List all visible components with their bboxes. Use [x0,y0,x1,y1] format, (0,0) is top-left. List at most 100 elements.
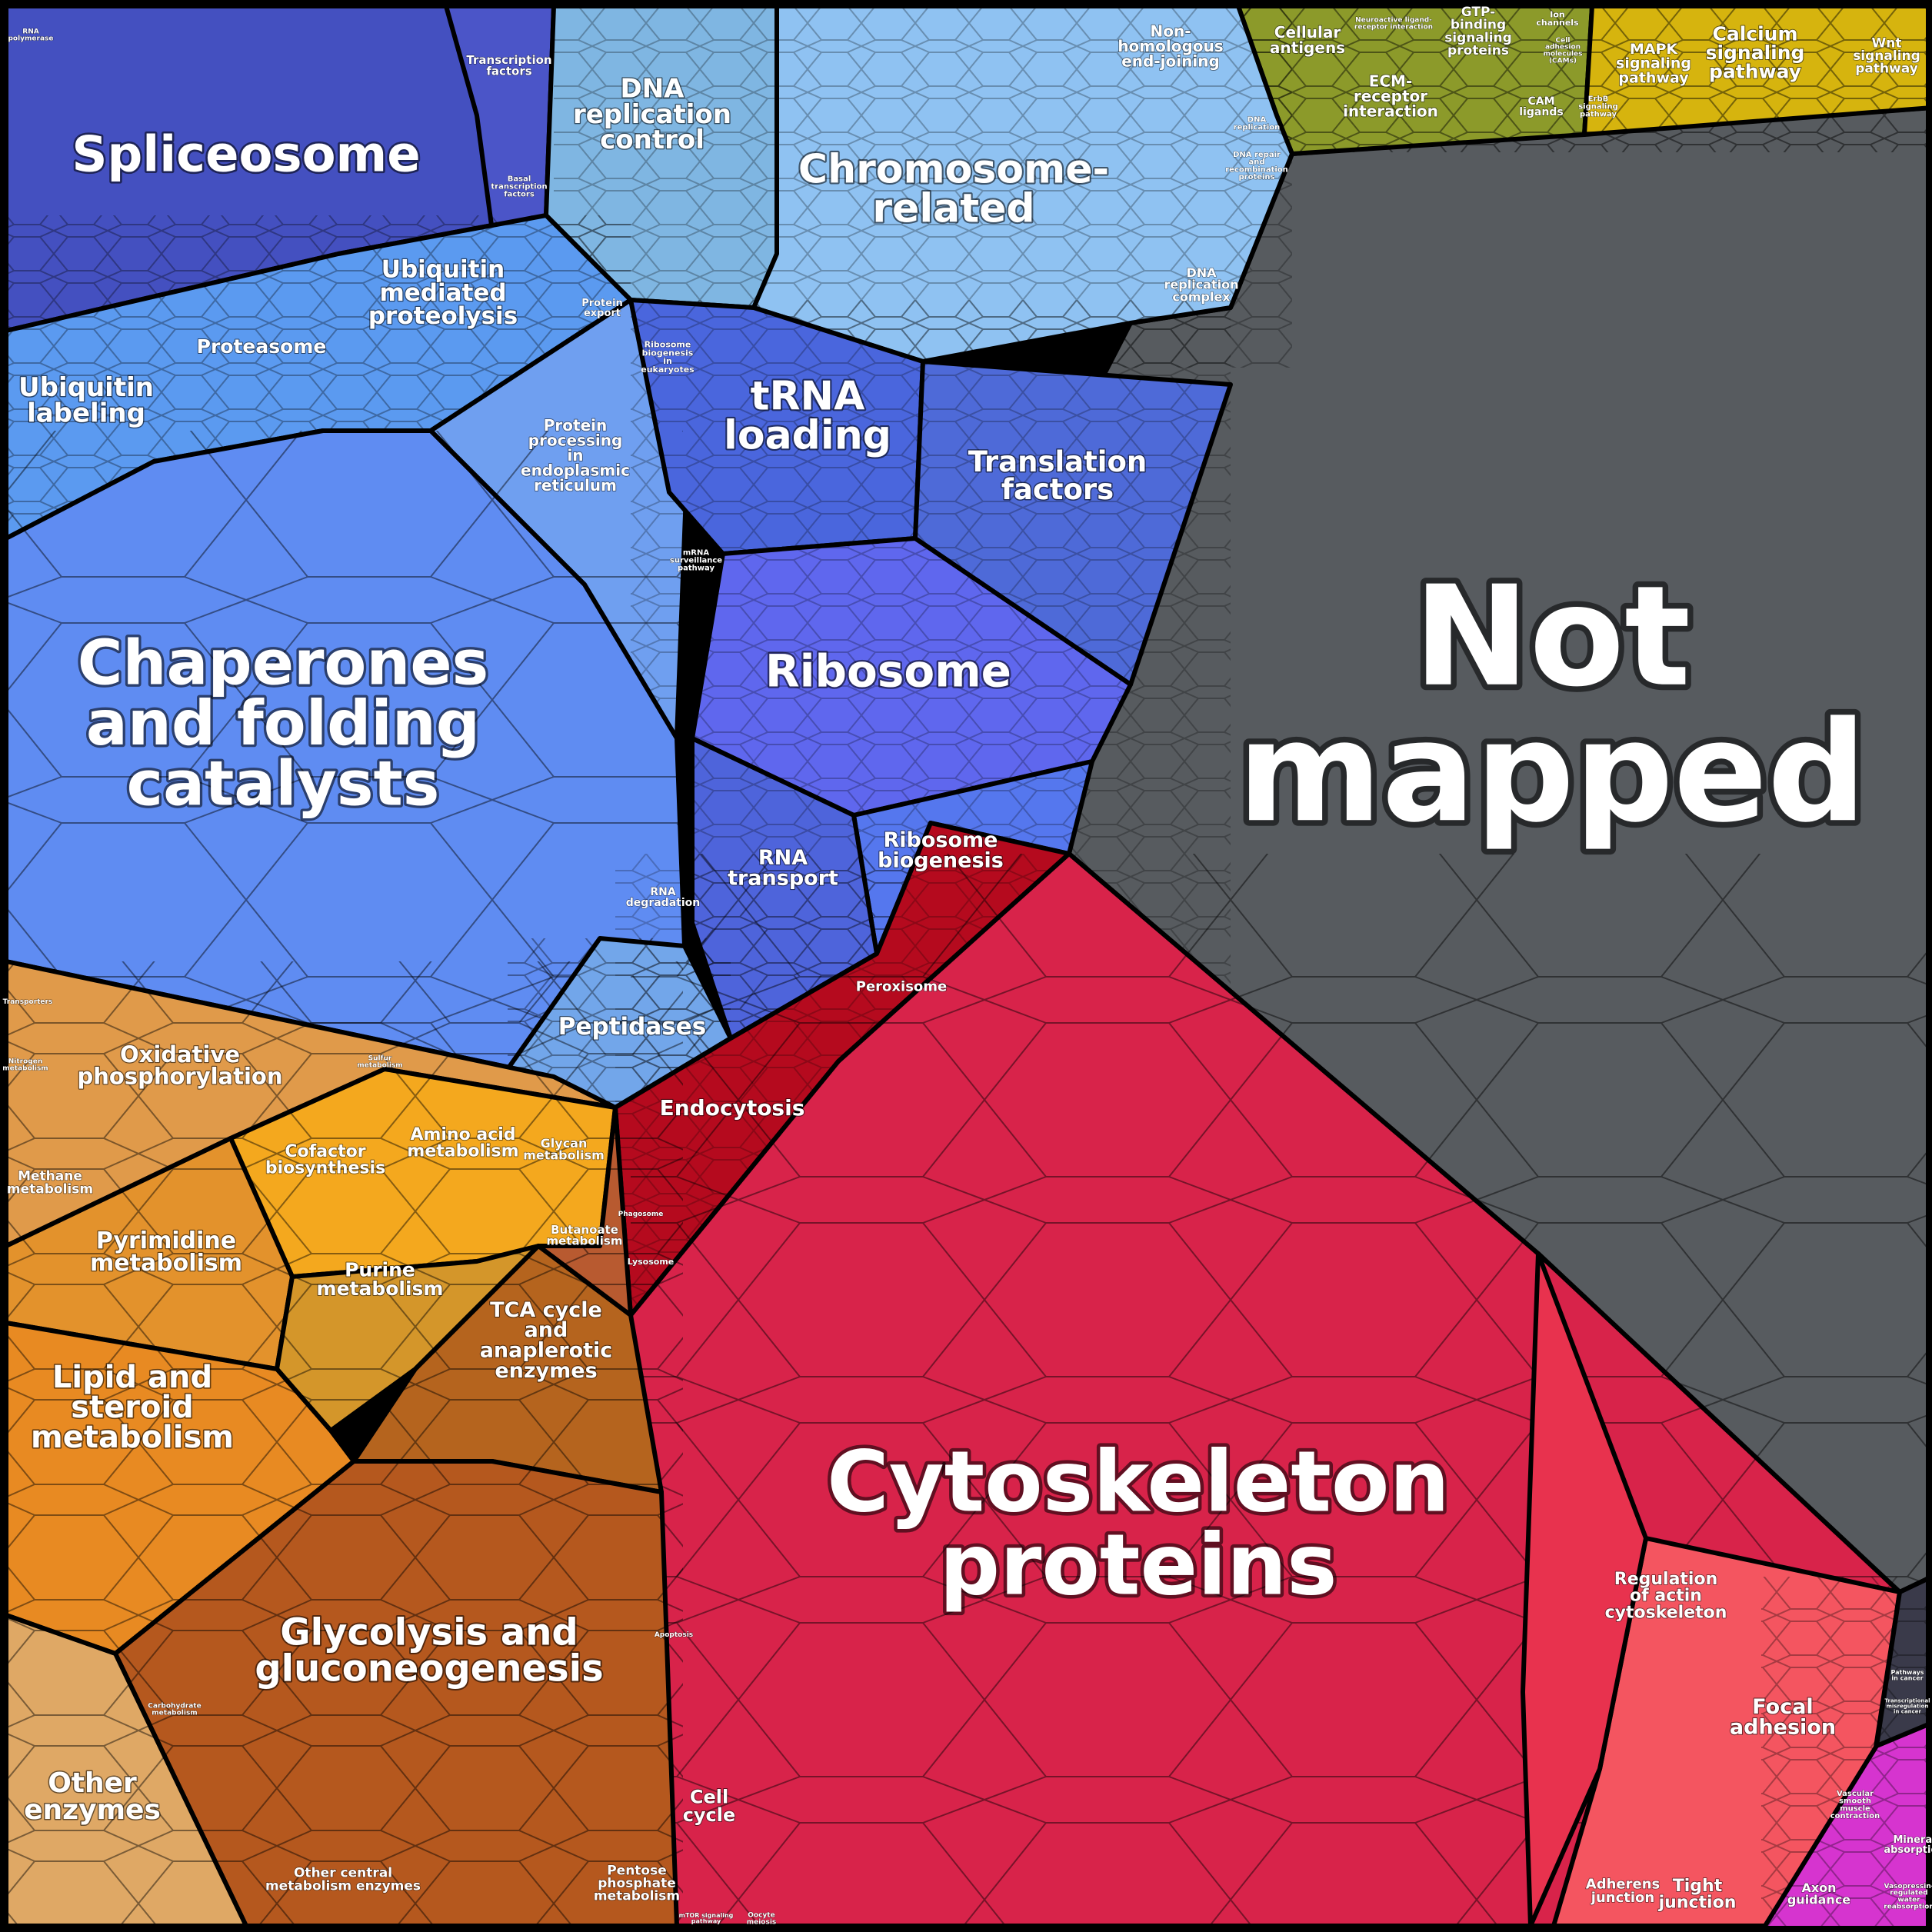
label-transcription-factors: Transcription factors [466,53,551,78]
label-line: in cancer [1891,1675,1923,1682]
label-line: Calcium [1712,22,1797,45]
label-line: Basal [508,175,531,184]
label-mtor-signaling: mTOR signaling pathway [679,1912,734,1925]
label-vasopressin-water: Vasopressin-regulated water reabsorption [1884,1883,1932,1910]
label-line: transport [728,867,838,891]
label-calcium-signaling: Calcium signaling pathway [1706,22,1805,82]
label-trna-loading: tRNA loading [724,374,891,459]
label-line: metabolism [547,1234,623,1248]
label-line: metabolism [2,1065,48,1073]
label-line: GTP- [1461,5,1495,20]
label-oxidative-phosphorylation: Oxidative phosphorylation [77,1041,282,1089]
label-line: Proteasome [197,335,327,358]
label-line: Purine [345,1259,415,1281]
label-focal-adhesion: Focal adhesion [1730,1695,1836,1739]
label-line: metabolism [357,1062,402,1070]
label-dna-repair: DNA repair and recombination proteins [1225,151,1288,182]
label-line: mapped [1237,692,1867,853]
label-other-central-metabolism: Other central metabolism enzymes [265,1866,421,1894]
label-ribosome-biogenesis-eukaryotes: Ribosome biogenesis in eukaryotes [641,340,695,375]
label-line: metabolism [594,1889,680,1904]
label-line: Glycolysis and [280,1611,578,1654]
label-line: DNA [621,74,685,105]
label-line: steroid [71,1390,194,1425]
label-cellular-antigens: Cellular antigens [1270,23,1345,57]
label-line: surveillance [670,557,722,565]
label-line: molecules [1543,51,1582,58]
label-line: Ribosome [765,645,1011,697]
label-line: Ribosome [884,828,998,852]
label-line: water [1897,1897,1920,1904]
label-line: Pyrimidine [96,1227,236,1254]
label-proteasome: Proteasome [197,335,327,358]
label-line: Butanoate [551,1223,618,1237]
label-line: replication [1164,278,1239,292]
label-line: Regulation [1614,1570,1718,1589]
label-line: contraction [1830,1812,1880,1820]
label-line: interaction [1343,102,1438,121]
label-line: Cell [1556,37,1571,45]
label-line: Other [48,1767,137,1799]
label-line: metabolism [90,1250,242,1277]
label-layer: Spliceosome Transcription factors Basal tran… [2,4,1932,1927]
label-line: labeling [27,398,145,429]
label-mineral-absorption: Mineralabsorption [1884,1834,1932,1856]
label-line: misregulation [1887,1703,1929,1709]
label-line: anaplerotic [480,1339,613,1363]
label-chaperones: Chaperones and folding catalysts [78,628,488,820]
label-line: Spliceosome [72,126,420,183]
magenta-cells [1761,1577,1932,1932]
label-line: biogenesis [878,849,1004,873]
label-line: reabsorption [1884,1903,1932,1910]
label-line: mediated [379,279,506,307]
label-line: factors [1001,473,1114,506]
label-line: metabolism [317,1277,444,1300]
label-line: of actin [1630,1587,1702,1606]
label-line: Focal [1752,1695,1813,1719]
label-transporters: Transporters [3,998,53,1006]
label-line: Ubiquitin [18,372,154,403]
label-line: metabolism [407,1141,518,1161]
label-peptidases: Peptidases [558,1013,706,1041]
label-line: cycle [683,1804,736,1826]
label-neuroactive-ligand: Neuroactive ligand-receptor interaction [1354,17,1433,32]
label-line: Cofactor [285,1142,365,1161]
label-line: factors [486,65,531,78]
label-methane-metabolism: Methane metabolism [7,1169,93,1198]
label-line: and [1248,158,1264,167]
label-line: Wnt [1872,35,1902,51]
label-chromosome-related: Chromosome-related [798,147,1109,232]
label-line: in [663,356,672,366]
label-line: RNA [650,886,675,898]
label-ribosome-biogenesis: Ribosome biogenesis [878,828,1004,872]
label-line: DNA repair [1233,151,1281,159]
label-line: channels [1536,18,1579,28]
label-line: Oxidative [120,1041,240,1068]
region-regulation-actin [1521,1251,1648,1928]
label-line: replication [573,99,731,130]
label-line: Amino acid [410,1125,515,1144]
label-line: Ribosome [645,340,691,350]
label-line: Peroxisome [856,978,947,994]
label-line: signaling [1706,42,1805,64]
label-line: CAM [1527,95,1554,108]
label-glycan-metabolism: Glycan metabolism [523,1136,605,1163]
label-line: RNA [22,28,38,36]
label-line: reticulum [534,476,617,495]
label-line: Chromosome- [798,147,1109,193]
label-mapk-signaling: MAPK signaling pathway [1616,41,1691,86]
label-ion-channels: Ion channels [1536,9,1579,28]
label-cam-ligands: CAM ligands [1519,95,1563,118]
label-line: Chaperones [78,628,488,699]
label-ecm-receptor: ECM-receptor interaction [1343,72,1438,120]
label-line: signaling [1578,103,1618,112]
label-line: Protein [581,298,623,309]
label-line: DNA [1186,265,1217,280]
label-axon-guidance: Axon guidance [1787,1880,1850,1907]
label-line: Pathways [1890,1669,1924,1676]
label-line: polymerase [8,35,53,43]
label-line: signaling [1616,55,1691,72]
label-line: cytoskeleton [1605,1603,1727,1622]
label-line: and folding [86,688,480,759]
